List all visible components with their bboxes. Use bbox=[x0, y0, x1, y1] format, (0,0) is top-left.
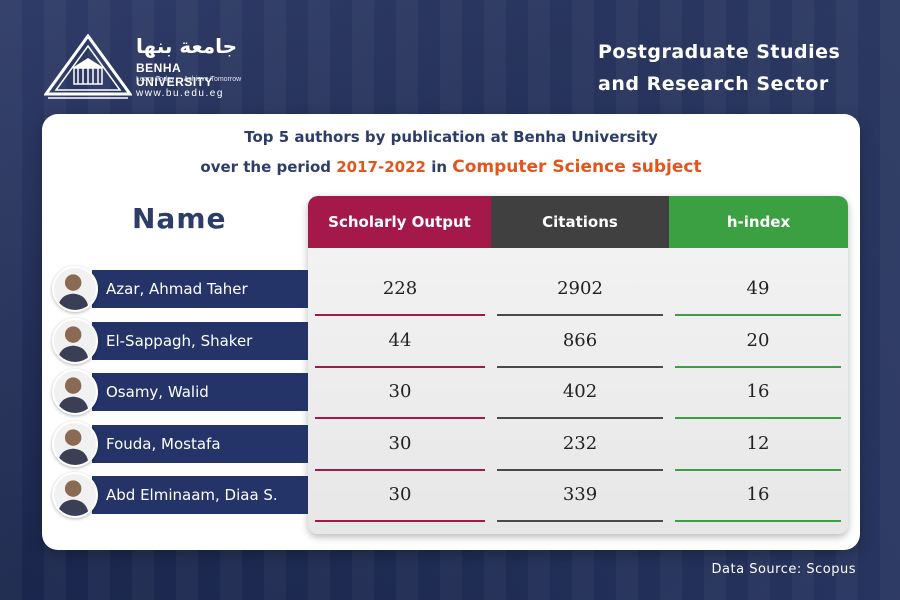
data-source-note: Data Source: Scopus bbox=[711, 562, 856, 577]
row-divider bbox=[315, 468, 485, 471]
column-header-citations: Citations bbox=[491, 196, 669, 248]
cell-scholarly-output: 30 bbox=[388, 381, 412, 402]
author-photo bbox=[52, 266, 98, 312]
column-header-scholarly-output: Scholarly Output bbox=[308, 196, 491, 248]
university-logo: جامعة بنها BENHA UNIVERSITY Learn Today … bbox=[44, 32, 254, 104]
row-divider bbox=[675, 365, 841, 368]
subtitle-line2-in: in bbox=[425, 158, 453, 176]
author-name: Fouda, Mostafa bbox=[92, 424, 308, 463]
person-icon bbox=[57, 274, 89, 310]
subtitle-line1: Top 5 authors by publication at Benha Un… bbox=[244, 128, 658, 146]
row-divider bbox=[315, 417, 485, 419]
cell-h-index: 16 bbox=[746, 381, 770, 402]
cell-h-index: 16 bbox=[746, 484, 770, 505]
row-divider bbox=[675, 468, 841, 471]
author-name: Osamy, Walid bbox=[92, 373, 308, 411]
cell-scholarly-output: 30 bbox=[388, 432, 412, 454]
row-divider bbox=[315, 365, 485, 368]
cell-scholarly-output: 228 bbox=[382, 278, 418, 299]
results-card: Top 5 authors by publication at Benha Un… bbox=[42, 114, 860, 550]
logo-website: www.bu.edu.eg bbox=[136, 88, 224, 99]
author-photo bbox=[52, 317, 98, 364]
cell-citations: 339 bbox=[562, 484, 598, 505]
column-header-h-index: h-index bbox=[669, 196, 848, 248]
cell-citations: 866 bbox=[562, 329, 598, 351]
subtitle-line2: over the period 2017-2022 in Computer Sc… bbox=[42, 157, 860, 177]
university-emblem-icon bbox=[44, 34, 132, 99]
logo-english-name: BENHA UNIVERSITY bbox=[136, 61, 214, 89]
cell-citations: 402 bbox=[562, 381, 598, 402]
row-divider bbox=[497, 468, 663, 471]
row-divider bbox=[315, 314, 485, 316]
author-photo bbox=[52, 420, 98, 467]
logo-tagline: Learn Today ... Achieve Tomorrow bbox=[136, 76, 242, 83]
sector-title-line1: Postgraduate Studies bbox=[598, 41, 841, 63]
author-row: Fouda, Mostafa bbox=[52, 420, 308, 467]
row-divider bbox=[315, 520, 485, 522]
author-name: El-Sappagh, Shaker bbox=[92, 321, 308, 360]
author-row: Osamy, Walid bbox=[52, 369, 308, 415]
row-divider bbox=[497, 417, 663, 419]
author-row: Abd Elminaam, Diaa S. bbox=[52, 472, 308, 518]
person-icon bbox=[57, 428, 89, 465]
cell-h-index: 20 bbox=[746, 329, 770, 351]
cell-h-index: 12 bbox=[746, 432, 770, 454]
row-divider bbox=[675, 417, 841, 419]
subtitle-line2-prefix: over the period bbox=[200, 158, 337, 176]
row-divider bbox=[497, 520, 663, 522]
logo-arabic-name: جامعة بنها bbox=[136, 34, 238, 58]
row-divider bbox=[497, 314, 663, 316]
author-name: Abd Elminaam, Diaa S. bbox=[92, 476, 308, 514]
person-icon bbox=[57, 480, 89, 516]
subtitle-subject: Computer Science subject bbox=[452, 157, 702, 177]
cell-citations: 232 bbox=[562, 432, 598, 454]
subtitle-period: 2017-2022 bbox=[336, 158, 426, 176]
row-divider bbox=[497, 365, 663, 368]
row-divider bbox=[675, 520, 841, 522]
author-name: Azar, Ahmad Taher bbox=[92, 270, 308, 308]
author-row: Azar, Ahmad Taher bbox=[52, 266, 308, 312]
cell-scholarly-output: 30 bbox=[388, 484, 412, 505]
cell-h-index: 49 bbox=[746, 278, 770, 299]
author-photo bbox=[52, 472, 98, 518]
sector-title-line2: and Research Sector bbox=[598, 73, 829, 95]
name-column-heading: Name bbox=[132, 202, 227, 235]
cell-scholarly-output: 44 bbox=[388, 329, 412, 351]
person-icon bbox=[57, 377, 89, 413]
author-row: El-Sappagh, Shaker bbox=[52, 317, 308, 364]
person-icon bbox=[57, 325, 89, 362]
metrics-table: Scholarly Output Citations h-index 228 29… bbox=[308, 196, 848, 534]
author-photo bbox=[52, 369, 98, 415]
cell-citations: 2902 bbox=[557, 278, 603, 299]
sector-title: Postgraduate Studies and Research Sector bbox=[570, 36, 850, 100]
row-divider bbox=[675, 314, 841, 316]
